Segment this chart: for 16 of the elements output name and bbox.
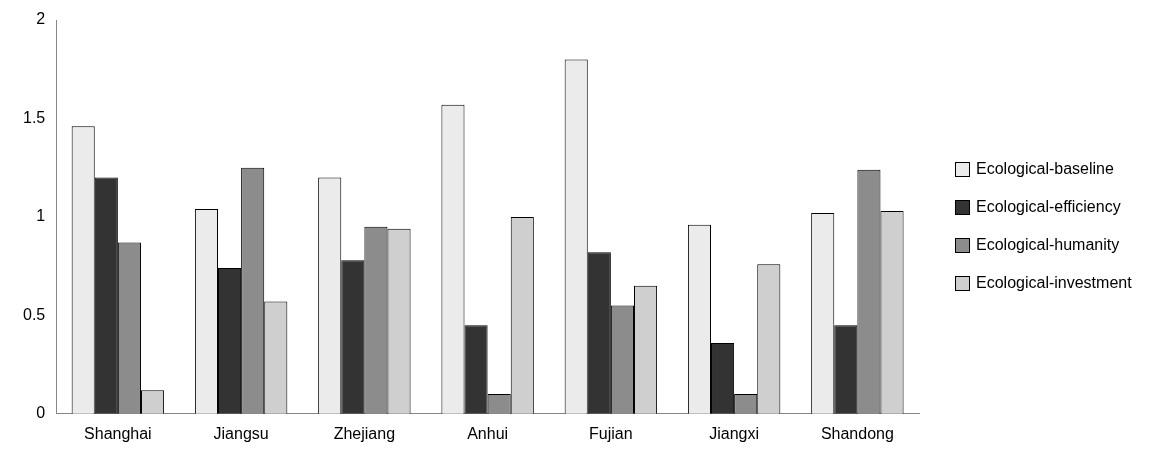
legend-label: Ecological-baseline: [976, 160, 1114, 178]
x-tick-label: Jiangsu: [213, 424, 269, 442]
legend-label: Ecological-humanity: [976, 236, 1120, 254]
x-tick-label: Fujian: [589, 424, 633, 442]
y-tick-label: 1.5: [22, 108, 46, 126]
y-tick-label: 0: [36, 404, 46, 422]
y-tick-label: 1: [36, 207, 46, 225]
legend-label: Ecological-efficiency: [976, 198, 1121, 216]
x-tick-label: Shanghai: [84, 424, 152, 442]
y-tick-label: 2: [36, 10, 46, 28]
x-tick-label: Anhui: [467, 424, 509, 442]
x-tick-label: Zhejiang: [333, 424, 396, 442]
x-tick-label: Shandong: [820, 424, 894, 442]
y-tick-label: 0.5: [22, 305, 46, 323]
legend-label: Ecological-investment: [976, 274, 1132, 292]
x-tick-label: Jiangxi: [709, 424, 760, 442]
